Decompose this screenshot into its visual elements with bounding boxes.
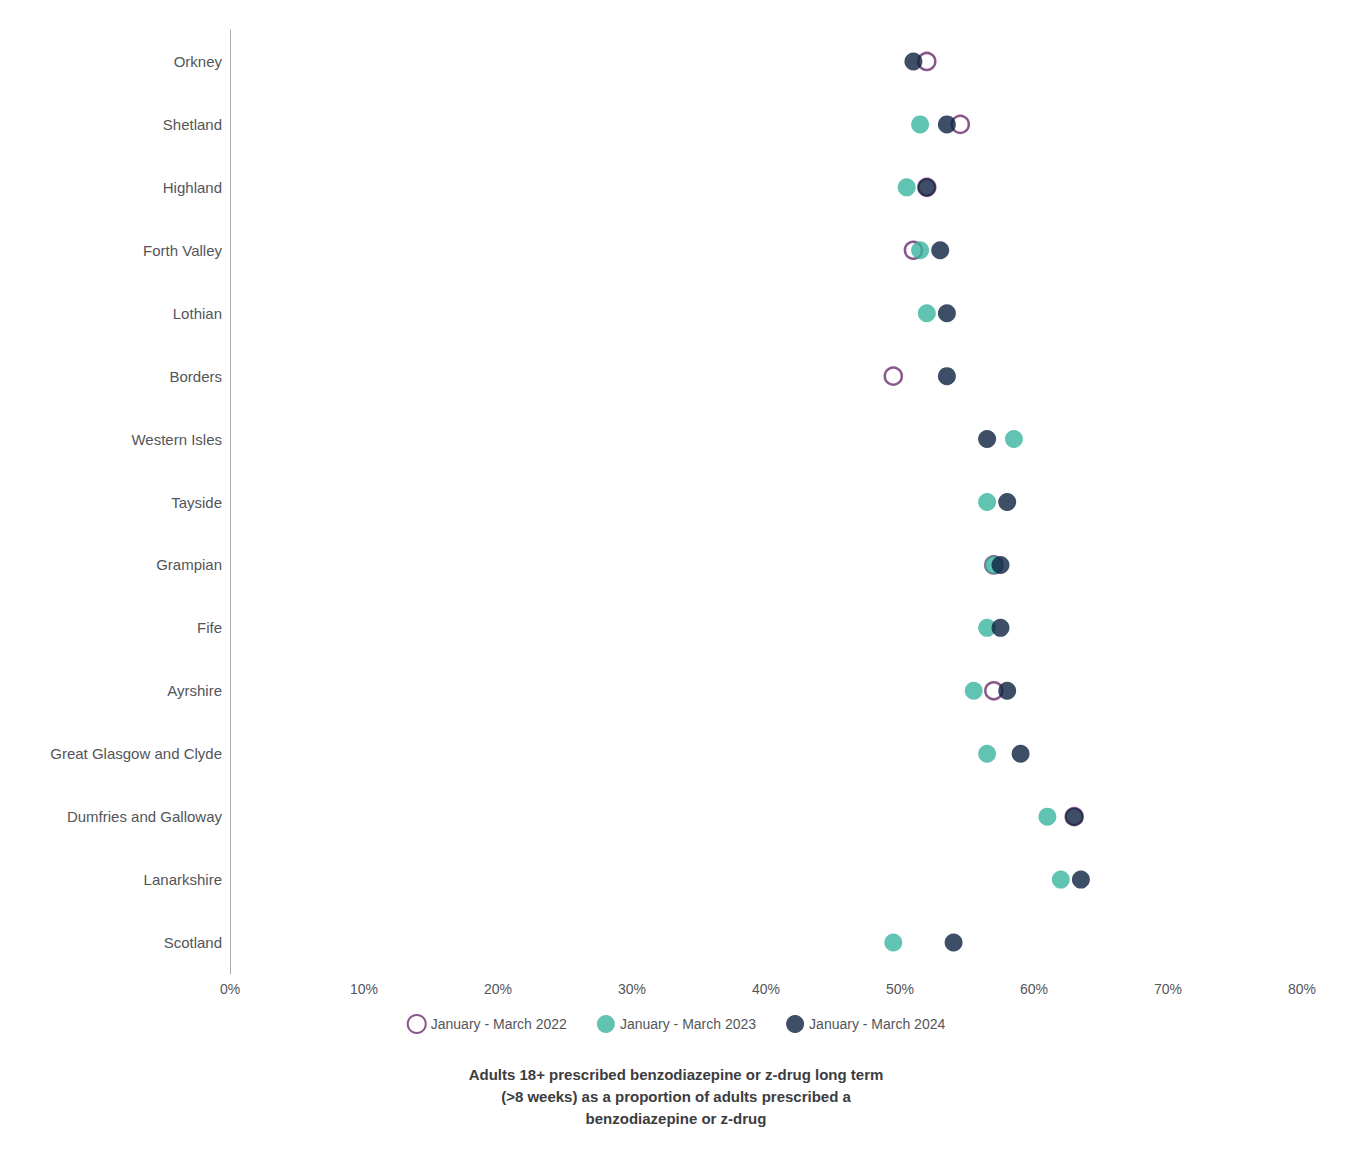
- svg-text:(>8 weeks) as a proportion of: (>8 weeks) as a proportion of adults pre…: [501, 1088, 851, 1105]
- svg-text:Tayside: Tayside: [171, 494, 222, 511]
- svg-text:60%: 60%: [1020, 981, 1048, 997]
- svg-text:80%: 80%: [1288, 981, 1316, 997]
- svg-text:Lothian: Lothian: [173, 305, 222, 322]
- svg-text:January - March 2024: January - March 2024: [809, 1016, 945, 1032]
- svg-text:Ayrshire: Ayrshire: [167, 682, 222, 699]
- svg-text:50%: 50%: [886, 981, 914, 997]
- svg-text:Great Glasgow and Clyde: Great Glasgow and Clyde: [50, 745, 222, 762]
- svg-text:Scotland: Scotland: [164, 934, 222, 951]
- svg-text:Grampian: Grampian: [156, 556, 222, 573]
- svg-text:10%: 10%: [350, 981, 378, 997]
- svg-text:Highland: Highland: [163, 179, 222, 196]
- svg-text:Orkney: Orkney: [174, 53, 223, 70]
- svg-text:benzodiazepine or z-drug: benzodiazepine or z-drug: [586, 1110, 767, 1127]
- svg-text:0%: 0%: [220, 981, 240, 997]
- svg-text:Fife: Fife: [197, 619, 222, 636]
- svg-text:January - March 2023: January - March 2023: [620, 1016, 756, 1032]
- svg-text:Western Isles: Western Isles: [131, 431, 222, 448]
- svg-text:Lanarkshire: Lanarkshire: [144, 871, 222, 888]
- svg-text:Shetland: Shetland: [163, 116, 222, 133]
- svg-text:January - March 2022: January - March 2022: [431, 1016, 567, 1032]
- svg-text:70%: 70%: [1154, 981, 1182, 997]
- svg-text:Dumfries and Galloway: Dumfries and Galloway: [67, 808, 223, 825]
- svg-text:20%: 20%: [484, 981, 512, 997]
- svg-text:Adults 18+ prescribed benzodia: Adults 18+ prescribed benzodiazepine or …: [469, 1066, 884, 1083]
- svg-text:Borders: Borders: [169, 368, 222, 385]
- svg-text:Forth Valley: Forth Valley: [143, 242, 222, 259]
- svg-text:30%: 30%: [618, 981, 646, 997]
- svg-text:40%: 40%: [752, 981, 780, 997]
